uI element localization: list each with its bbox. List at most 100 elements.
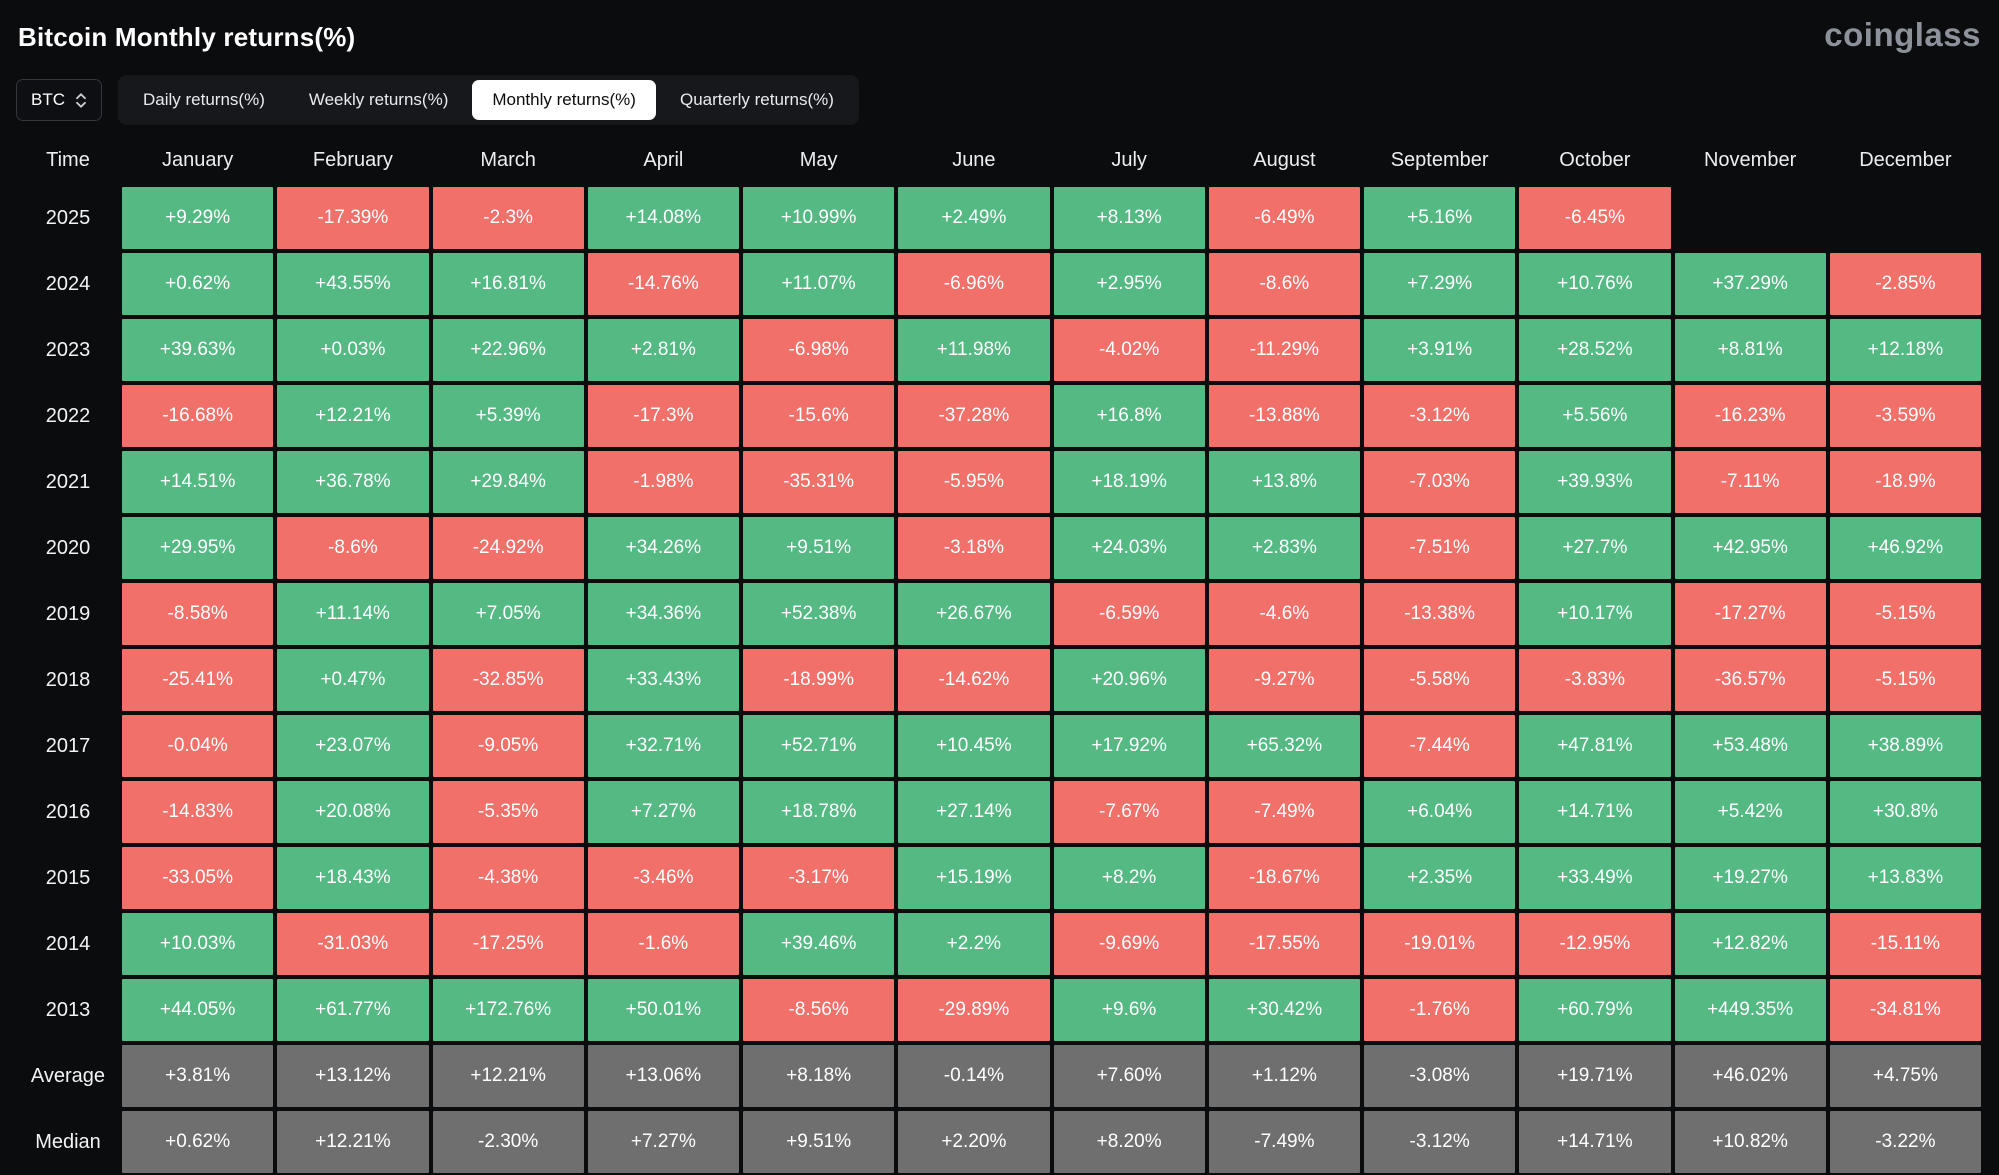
- return-cell: -9.05%: [430, 713, 586, 779]
- return-cell: -3.18%: [896, 515, 1052, 581]
- return-cell: +2.49%: [896, 185, 1052, 251]
- return-cell: -11.29%: [1206, 317, 1362, 383]
- return-cell: +46.02%: [1672, 1043, 1828, 1109]
- row-label: 2025: [45, 206, 91, 229]
- return-cell: +12.21%: [430, 1043, 586, 1109]
- return-cell: +30.42%: [1206, 977, 1362, 1043]
- return-cell: -18.67%: [1206, 845, 1362, 911]
- return-cell: [1828, 185, 1983, 251]
- return-cell: +13.06%: [585, 1043, 741, 1109]
- return-cell: +60.79%: [1517, 977, 1673, 1043]
- return-cell: -8.6%: [1206, 251, 1362, 317]
- return-cell: +8.20%: [1051, 1109, 1207, 1175]
- return-cell: +10.76%: [1517, 251, 1673, 317]
- return-cell: +5.39%: [430, 383, 586, 449]
- return-cell: -5.35%: [430, 779, 586, 845]
- return-cell: +2.83%: [1206, 515, 1362, 581]
- return-cell: -8.56%: [741, 977, 897, 1043]
- return-cell: +4.75%: [1827, 1043, 1983, 1109]
- return-cell: +10.99%: [741, 185, 897, 251]
- return-cell: +11.14%: [275, 581, 431, 647]
- return-cell: +39.93%: [1517, 449, 1673, 515]
- return-cell: +43.55%: [275, 251, 431, 317]
- return-cell: +13.12%: [275, 1043, 431, 1109]
- return-cell: -3.12%: [1362, 1109, 1518, 1175]
- return-cell: +14.71%: [1517, 1109, 1673, 1175]
- tab-quarterly-returns[interactable]: Quarterly returns(%): [660, 80, 854, 120]
- return-cell: -1.76%: [1362, 977, 1518, 1043]
- coin-selector[interactable]: BTC: [16, 79, 102, 121]
- return-cell: +42.95%: [1672, 515, 1828, 581]
- column-header: June: [952, 148, 996, 171]
- return-cell: [1673, 185, 1828, 251]
- return-cell: +449.35%: [1672, 977, 1828, 1043]
- return-cell: +11.07%: [741, 251, 897, 317]
- return-cell: +30.8%: [1827, 779, 1983, 845]
- tab-daily-returns[interactable]: Daily returns(%): [123, 80, 285, 120]
- return-cell: -9.27%: [1206, 647, 1362, 713]
- return-cell: -6.98%: [741, 317, 897, 383]
- column-header: August: [1253, 148, 1316, 171]
- return-cell: -3.22%: [1827, 1109, 1983, 1175]
- return-cell: +6.04%: [1362, 779, 1518, 845]
- return-cell: -6.49%: [1206, 185, 1362, 251]
- return-cell: +14.71%: [1517, 779, 1673, 845]
- column-header: February: [312, 148, 393, 171]
- return-cell: +0.62%: [120, 1109, 276, 1175]
- return-cell: -16.23%: [1672, 383, 1828, 449]
- return-cell: +172.76%: [430, 977, 586, 1043]
- return-cell: -2.3%: [430, 185, 586, 251]
- tab-monthly-returns[interactable]: Monthly returns(%): [472, 80, 656, 120]
- return-cell: +10.82%: [1672, 1109, 1828, 1175]
- return-cell: +11.98%: [896, 317, 1052, 383]
- returns-period-tabs: Daily returns(%) Weekly returns(%) Monthly…: [118, 75, 859, 125]
- row-label: 2019: [45, 602, 91, 625]
- return-cell: -7.03%: [1362, 449, 1518, 515]
- return-cell: +15.19%: [896, 845, 1052, 911]
- return-cell: +24.03%: [1051, 515, 1207, 581]
- return-cell: +0.03%: [275, 317, 431, 383]
- return-cell: -33.05%: [120, 845, 276, 911]
- row-label: 2022: [45, 404, 91, 427]
- return-cell: +10.45%: [896, 713, 1052, 779]
- return-cell: -5.15%: [1827, 581, 1983, 647]
- return-cell: +12.21%: [275, 1109, 431, 1175]
- return-cell: -6.96%: [896, 251, 1052, 317]
- return-cell: +0.47%: [275, 647, 431, 713]
- tab-weekly-returns[interactable]: Weekly returns(%): [289, 80, 469, 120]
- return-cell: +65.32%: [1206, 713, 1362, 779]
- return-cell: -8.6%: [275, 515, 431, 581]
- coinglass-logo: coinglass: [1824, 16, 1981, 53]
- coin-selector-value: BTC: [31, 90, 65, 109]
- return-cell: +16.8%: [1051, 383, 1207, 449]
- return-cell: -12.95%: [1517, 911, 1673, 977]
- return-cell: -9.69%: [1051, 911, 1207, 977]
- return-cell: +13.83%: [1827, 845, 1983, 911]
- return-cell: +8.13%: [1051, 185, 1207, 251]
- return-cell: +10.17%: [1517, 581, 1673, 647]
- column-header: Time: [46, 148, 90, 171]
- return-cell: +7.05%: [430, 581, 586, 647]
- return-cell: +8.81%: [1672, 317, 1828, 383]
- return-cell: -1.98%: [585, 449, 741, 515]
- return-cell: +34.26%: [585, 515, 741, 581]
- return-cell: -19.01%: [1362, 911, 1518, 977]
- return-cell: -14.76%: [585, 251, 741, 317]
- return-cell: +29.95%: [120, 515, 276, 581]
- return-cell: +33.49%: [1517, 845, 1673, 911]
- return-cell: -35.31%: [741, 449, 897, 515]
- return-cell: -14.83%: [120, 779, 276, 845]
- return-cell: +27.7%: [1517, 515, 1673, 581]
- return-cell: +27.14%: [896, 779, 1052, 845]
- return-cell: -6.45%: [1517, 185, 1673, 251]
- return-cell: +13.8%: [1206, 449, 1362, 515]
- return-cell: +5.16%: [1362, 185, 1518, 251]
- return-cell: +2.95%: [1051, 251, 1207, 317]
- column-header: October: [1559, 148, 1631, 171]
- return-cell: +33.43%: [585, 647, 741, 713]
- return-cell: +37.29%: [1672, 251, 1828, 317]
- column-header: March: [480, 148, 536, 171]
- return-cell: -24.92%: [430, 515, 586, 581]
- return-cell: -16.68%: [120, 383, 276, 449]
